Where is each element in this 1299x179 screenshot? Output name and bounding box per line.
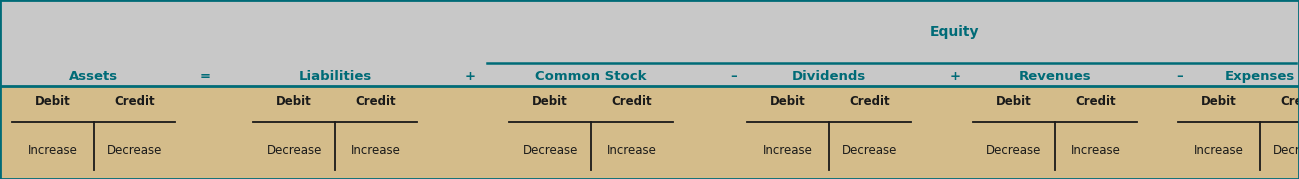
Text: Revenues: Revenues [1018, 71, 1091, 83]
Text: Debit: Debit [533, 95, 568, 108]
Bar [0, 0, 1299, 86]
Bar [0, 86, 1299, 179]
Text: Debit: Debit [35, 95, 70, 108]
Text: Decrease: Decrease [107, 144, 162, 157]
Text: Debit: Debit [996, 95, 1031, 108]
Text: Increase: Increase [607, 144, 657, 157]
Text: Credit: Credit [1281, 95, 1299, 108]
Text: Decrease: Decrease [986, 144, 1042, 157]
Text: Increase: Increase [351, 144, 401, 157]
Text: Liabilities: Liabilities [299, 71, 372, 83]
Text: Credit: Credit [850, 95, 890, 108]
Text: Increase: Increase [27, 144, 78, 157]
Text: Decrease: Decrease [522, 144, 578, 157]
Text: Credit: Credit [356, 95, 396, 108]
Text: Debit: Debit [277, 95, 312, 108]
Text: Debit: Debit [770, 95, 805, 108]
Text: Credit: Credit [612, 95, 652, 108]
Text: Decrease: Decrease [266, 144, 322, 157]
Text: Expenses: Expenses [1225, 71, 1295, 83]
Text: Increase: Increase [1194, 144, 1244, 157]
Text: Credit: Credit [114, 95, 155, 108]
Text: Credit: Credit [1076, 95, 1116, 108]
Text: Dividends: Dividends [791, 71, 866, 83]
Text: Increase: Increase [763, 144, 813, 157]
Text: Decrease: Decrease [1273, 144, 1299, 157]
Text: Equity: Equity [930, 25, 979, 39]
Text: Decrease: Decrease [842, 144, 898, 157]
Text: +: + [465, 71, 475, 83]
Text: =: = [200, 71, 210, 83]
Text: +: + [950, 71, 960, 83]
Text: Debit: Debit [1202, 95, 1237, 108]
Text: Increase: Increase [1070, 144, 1121, 157]
Text: Assets: Assets [69, 71, 118, 83]
Text: –: – [1176, 71, 1183, 83]
Text: –: – [730, 71, 738, 83]
Text: Common Stock: Common Stock [535, 71, 647, 83]
